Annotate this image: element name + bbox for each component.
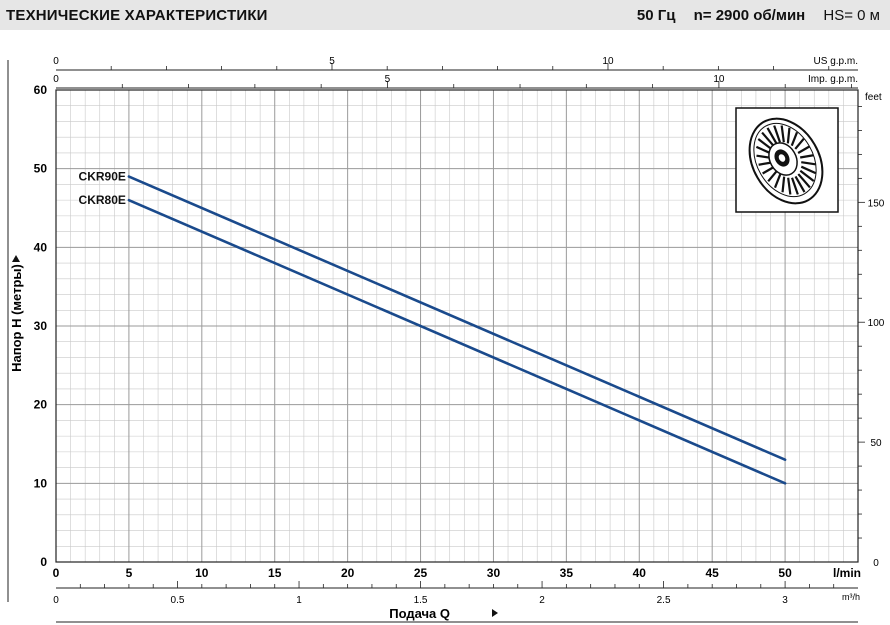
y-tick-label: 20	[34, 398, 48, 412]
m3h-axis: 0 0.5 1 1.5 2 2.5 3	[53, 581, 858, 606]
feet-tick-label: 50	[870, 438, 882, 449]
impeller-icon	[735, 107, 839, 213]
y-axis-ticks: 0 10 20 30 40 50 60	[34, 83, 48, 569]
x-tick-label: 35	[560, 566, 574, 580]
x-axis-ticks: 0 5 10 15 20 25 30 35 40 45 50	[53, 566, 792, 580]
series-line-ckr80e	[127, 198, 787, 485]
header-specs: 50 Гц n= 2900 об/мин HS= 0 м	[623, 7, 880, 24]
top-axes: 0 5 10 0 5 10	[53, 56, 858, 89]
us-gpm-label: US g.p.m.	[814, 56, 858, 67]
series-group: CKR90E CKR80E	[79, 170, 787, 485]
m3h-tick-label: 1	[296, 595, 302, 606]
x-axis-label: Подача Q	[389, 606, 450, 621]
x-tick-label: 20	[341, 566, 355, 580]
x-tick-label: 5	[126, 566, 133, 580]
y-tick-label: 40	[34, 240, 48, 254]
feet-tick-label: 100	[868, 318, 885, 329]
plot-frame	[55, 89, 859, 563]
y-axis-label: Напор H (метры)	[9, 264, 24, 372]
imp-gpm-tick-label: 5	[385, 74, 391, 85]
feet-tick-label: 0	[873, 558, 879, 569]
x-tick-label: 50	[778, 566, 792, 580]
hs-label: HS= 0 м	[823, 7, 880, 24]
y-tick-label: 60	[34, 83, 48, 97]
imp-gpm-label: Imp. g.p.m.	[808, 74, 858, 85]
m3h-tick-label: 0.5	[171, 595, 185, 606]
us-gpm-tick-label: 10	[602, 56, 614, 67]
series-label-ckr90e: CKR90E	[79, 170, 126, 184]
frequency-label: 50 Гц	[636, 7, 676, 24]
imp-gpm-tick-label: 10	[713, 74, 725, 85]
us-gpm-tick-label: 5	[329, 56, 335, 67]
x-tick-label: 15	[268, 566, 282, 580]
y-tick-label: 30	[34, 319, 48, 333]
feet-axis-label: feet	[865, 92, 882, 103]
series-line-ckr90e	[127, 175, 787, 462]
series-label-ckr80e: CKR80E	[79, 193, 126, 207]
feet-tick-label: 150	[868, 198, 885, 209]
x-tick-label: 30	[487, 566, 501, 580]
y-tick-label: 0	[40, 555, 47, 569]
speed-label: n= 2900 об/мин	[693, 7, 806, 24]
y-tick-label: 50	[34, 162, 48, 176]
feet-axis-ticks: 0 50 100 150	[858, 106, 885, 569]
m3h-unit-label: m³/h	[842, 592, 860, 602]
x-tick-label: 45	[706, 566, 720, 580]
m3h-tick-label: 2.5	[657, 595, 671, 606]
y-axis-arrow-icon	[12, 255, 20, 262]
imp-gpm-tick-label: 0	[53, 74, 59, 85]
x-tick-label: 40	[633, 566, 647, 580]
m3h-tick-label: 2	[539, 595, 545, 606]
x-unit-label: l/min	[833, 566, 861, 580]
y-tick-label: 10	[34, 476, 48, 490]
x-tick-label: 10	[195, 566, 209, 580]
x-tick-label: 25	[414, 566, 428, 580]
m3h-tick-label: 0	[53, 595, 59, 606]
page-title: ТЕХНИЧЕСКИЕ ХАРАКТЕРИСТИКИ	[6, 7, 268, 24]
m3h-tick-label: 1.5	[414, 595, 428, 606]
header-bar	[0, 0, 890, 30]
m3h-tick-label: 3	[782, 595, 788, 606]
us-gpm-tick-label: 0	[53, 56, 59, 67]
x-tick-label: 0	[53, 566, 60, 580]
x-axis-arrow-icon	[492, 609, 498, 617]
